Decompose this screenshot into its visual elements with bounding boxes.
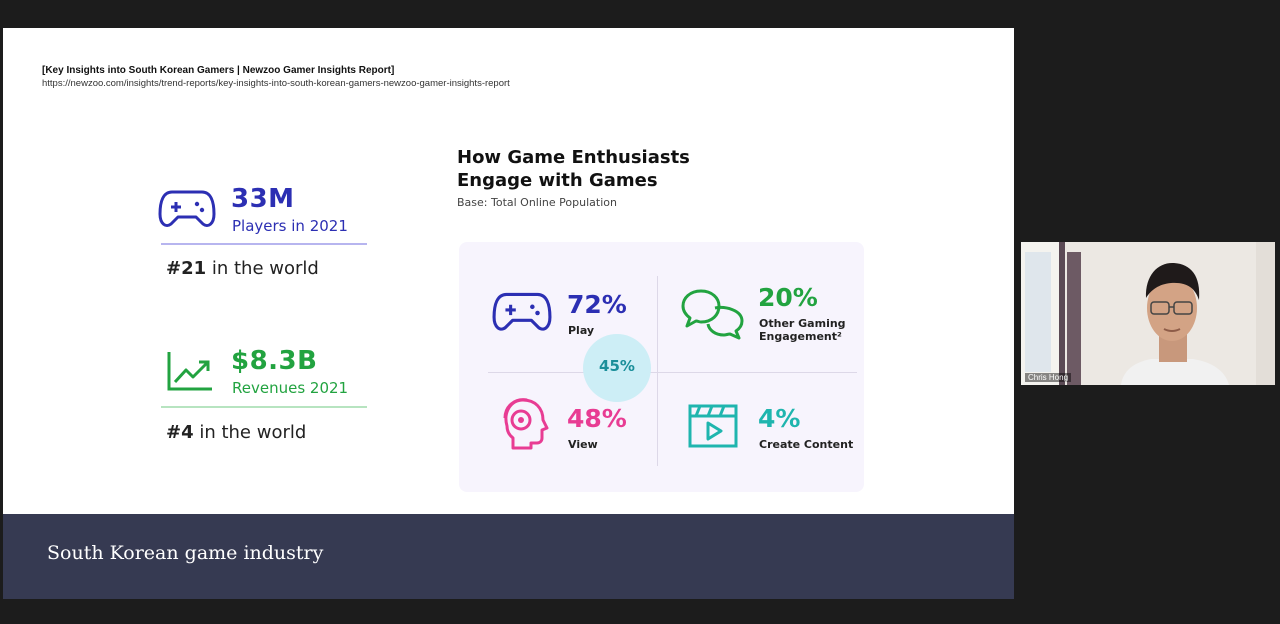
source-title: [Key Insights into South Korean Gamers |… bbox=[42, 65, 395, 76]
slide-footer: South Korean game industry bbox=[3, 514, 1014, 599]
revenues-label: Revenues 2021 bbox=[232, 379, 349, 397]
head-headset-icon bbox=[503, 398, 549, 450]
gamepad-icon bbox=[158, 190, 216, 228]
create-content-percent: 4% bbox=[758, 404, 801, 433]
vertical-divider bbox=[657, 276, 658, 466]
players-value: 33M bbox=[231, 184, 295, 214]
engagement-panel bbox=[459, 242, 864, 492]
revenues-divider bbox=[161, 406, 367, 408]
players-label: Players in 2021 bbox=[232, 217, 348, 235]
view-percent: 48% bbox=[567, 404, 627, 433]
players-divider bbox=[161, 243, 367, 245]
participant-video-tile[interactable]: Chris Hong bbox=[1021, 242, 1275, 385]
chat-bubbles-icon bbox=[681, 289, 744, 340]
overlap-circle bbox=[583, 334, 651, 402]
chart-title: How Game Enthusiasts Engage with Games bbox=[457, 147, 690, 191]
video-clapper-icon bbox=[688, 404, 738, 448]
revenues-value: $8.3B bbox=[231, 346, 318, 376]
trend-chart-icon bbox=[167, 352, 212, 391]
presentation-slide: [Key Insights into South Korean Gamers |… bbox=[3, 28, 1014, 599]
participant-video bbox=[1021, 242, 1275, 385]
view-label: View bbox=[568, 438, 598, 451]
players-rank: #21 in the world bbox=[166, 258, 319, 279]
other-engagement-label: Other Gaming Engagement² bbox=[759, 317, 846, 343]
create-content-label: Create Content bbox=[759, 438, 854, 451]
chart-base: Base: Total Online Population bbox=[457, 196, 617, 209]
gamepad-icon bbox=[492, 292, 552, 331]
horizontal-divider bbox=[488, 372, 857, 373]
play-percent: 72% bbox=[567, 290, 627, 319]
source-url: https://newzoo.com/insights/trend-report… bbox=[42, 78, 510, 89]
play-label: Play bbox=[568, 324, 595, 337]
participant-name: Chris Hong bbox=[1025, 373, 1072, 382]
revenues-rank: #4 in the world bbox=[166, 422, 307, 443]
overlap-percent: 45% bbox=[599, 357, 635, 375]
other-engagement-percent: 20% bbox=[758, 283, 818, 312]
footer-title: South Korean game industry bbox=[47, 542, 324, 564]
